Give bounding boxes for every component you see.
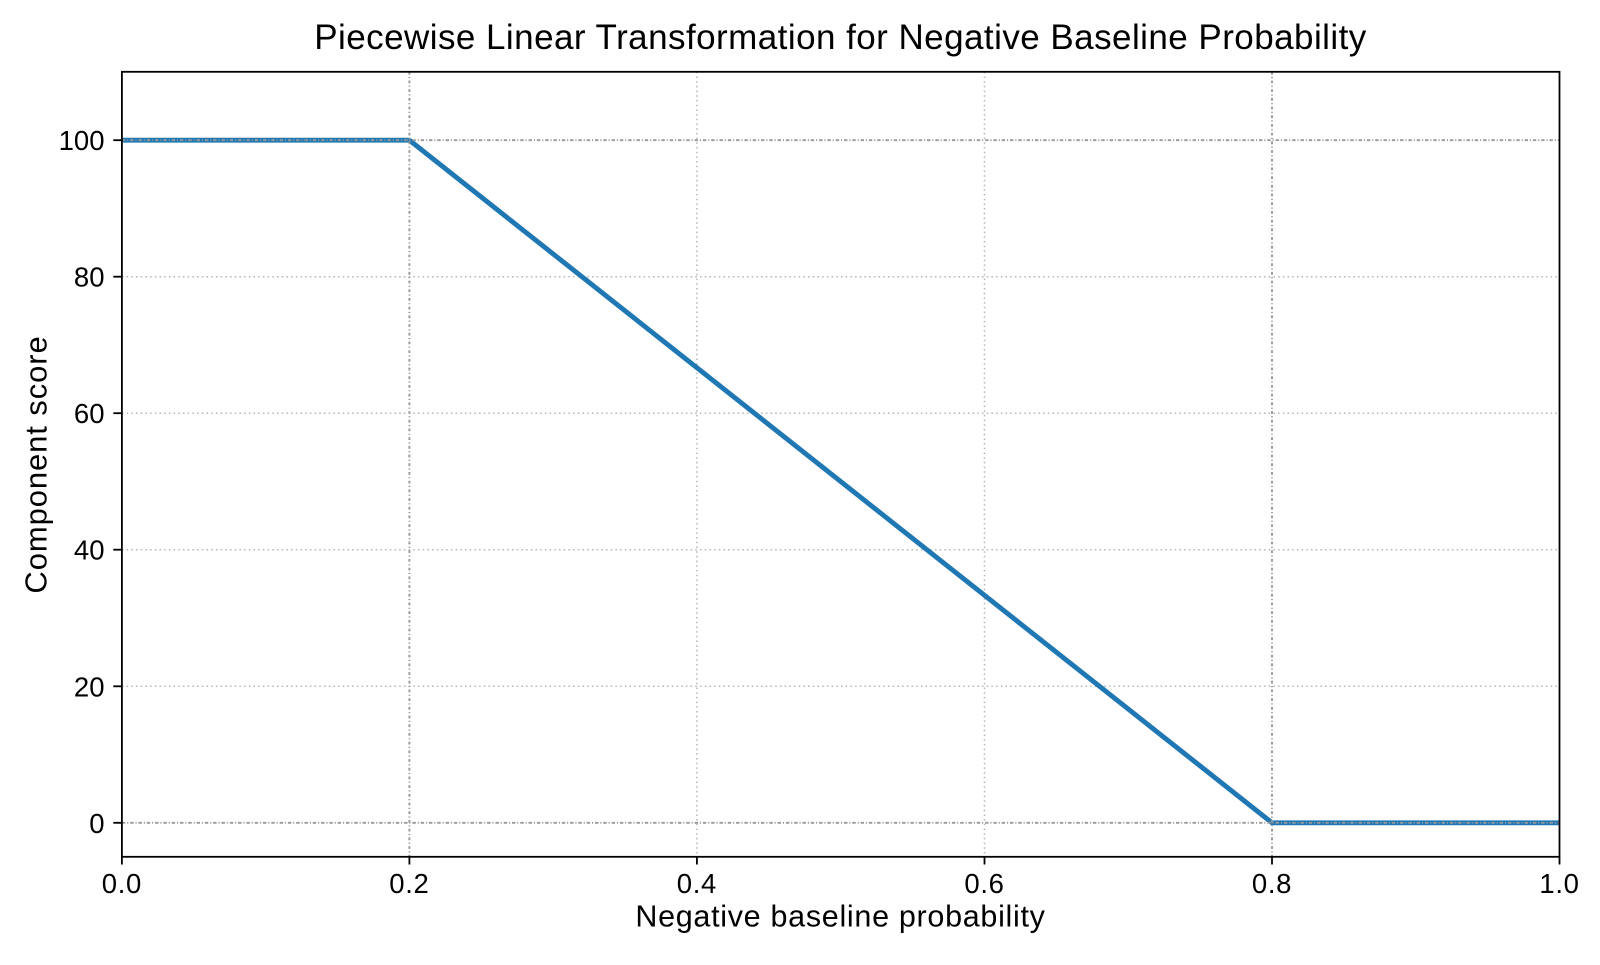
svg-text:0.6: 0.6 <box>964 868 1004 899</box>
svg-text:80: 80 <box>74 262 105 293</box>
svg-text:Piecewise Linear Transformatio: Piecewise Linear Transformation for Nega… <box>314 18 1367 57</box>
svg-text:0.0: 0.0 <box>102 868 142 899</box>
svg-text:100: 100 <box>59 125 105 156</box>
svg-text:0.8: 0.8 <box>1252 868 1292 899</box>
svg-text:60: 60 <box>74 398 105 429</box>
svg-text:0.4: 0.4 <box>677 868 717 899</box>
svg-text:40: 40 <box>74 535 105 566</box>
svg-text:1.0: 1.0 <box>1539 868 1579 899</box>
svg-text:20: 20 <box>74 671 105 702</box>
svg-text:0: 0 <box>89 808 104 839</box>
svg-text:Component score: Component score <box>19 335 54 593</box>
svg-text:Negative baseline probability: Negative baseline probability <box>635 899 1045 933</box>
svg-text:0.2: 0.2 <box>389 868 429 899</box>
